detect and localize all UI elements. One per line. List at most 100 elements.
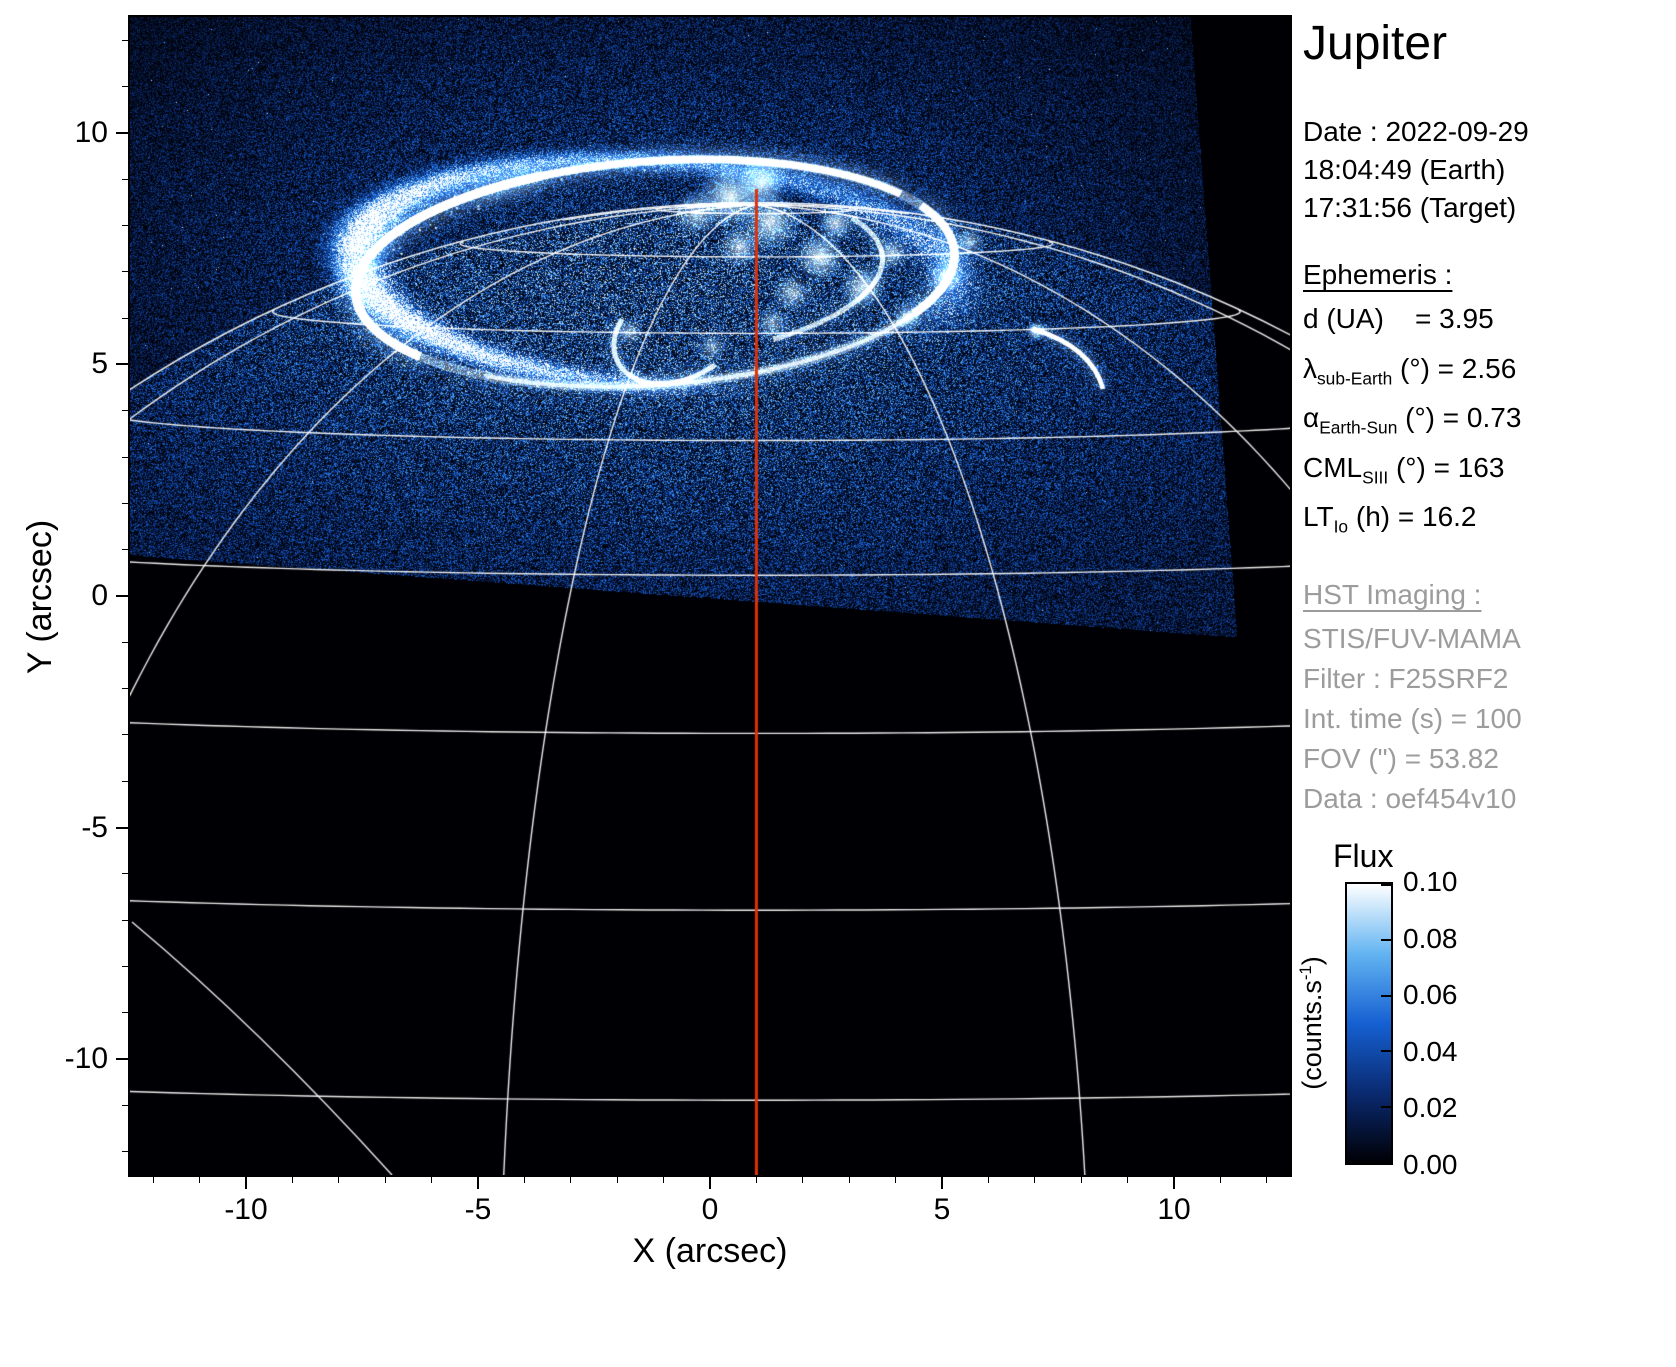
y-tick-label: -10 — [12, 1042, 108, 1076]
x-minor-tick-mark — [895, 1177, 896, 1183]
aurora-image-canvas — [130, 17, 1290, 1175]
x-minor-tick-mark — [849, 1177, 850, 1183]
y-tick-mark — [116, 1058, 128, 1060]
colorbar-tick-label: 0.06 — [1403, 981, 1458, 1009]
x-minor-tick-mark — [756, 1177, 757, 1183]
x-tick-label: -10 — [201, 1193, 291, 1227]
x-minor-tick-mark — [663, 1177, 664, 1183]
y-minor-tick-mark — [122, 179, 128, 180]
y-minor-tick-mark — [122, 734, 128, 735]
x-tick-mark — [477, 1177, 479, 1189]
x-minor-tick-mark — [1220, 1177, 1221, 1183]
colorbar-tick — [1381, 884, 1391, 886]
colorbar-tick — [1381, 1161, 1391, 1163]
y-minor-tick-mark — [122, 642, 128, 643]
y-tick-label: 10 — [12, 116, 108, 150]
y-minor-tick-mark — [122, 781, 128, 782]
x-minor-tick-mark — [524, 1177, 525, 1183]
plot-frame — [128, 15, 1292, 1177]
colorbar-tick — [1381, 939, 1391, 941]
x-tick-label: 0 — [665, 1193, 755, 1227]
x-minor-tick-mark — [338, 1177, 339, 1183]
y-tick-mark — [116, 132, 128, 134]
colorbar-tick — [1381, 995, 1391, 997]
x-tick-mark — [1173, 1177, 1175, 1189]
x-minor-tick-mark — [988, 1177, 989, 1183]
y-tick-label: 5 — [12, 347, 108, 381]
hst-filter-line: Filter : F25SRF2 — [1303, 659, 1675, 699]
ephemeris-row-distance: d (UA) = 3.95 — [1303, 299, 1675, 349]
hst-inttime-line: Int. time (s) = 100 — [1303, 699, 1675, 739]
y-minor-tick-mark — [122, 225, 128, 226]
colorbar-tick-label: 0.02 — [1403, 1094, 1458, 1122]
x-minor-tick-mark — [292, 1177, 293, 1183]
colorbar-unit-label: (counts.s-1) — [1289, 893, 1323, 1153]
y-minor-tick-mark — [122, 271, 128, 272]
ephemeris-row-io-localtime: LTIo (h) = 16.2 — [1303, 497, 1675, 547]
x-tick-mark — [941, 1177, 943, 1189]
ephemeris-row-cml: CMLSIII (°) = 163 — [1303, 448, 1675, 498]
x-minor-tick-mark — [199, 1177, 200, 1183]
y-minor-tick-mark — [122, 86, 128, 87]
x-minor-tick-mark — [570, 1177, 571, 1183]
hst-data-line: Data : oef454v10 — [1303, 779, 1675, 819]
y-minor-tick-mark — [122, 318, 128, 319]
y-minor-tick-mark — [122, 1151, 128, 1152]
ephemeris-block: d (UA) = 3.95 λsub-Earth (°) = 2.56 αEar… — [1303, 299, 1675, 547]
hst-instrument-line: STIS/FUV-MAMA — [1303, 619, 1675, 659]
colorbar-title: Flux — [1333, 838, 1393, 875]
time-target-line: 17:31:56 (Target) — [1303, 189, 1675, 227]
time-earth-line: 18:04:49 (Earth) — [1303, 151, 1675, 189]
y-minor-tick-mark — [122, 549, 128, 550]
colorbar-tick — [1381, 1050, 1391, 1052]
y-axis-title: Y (arcsec) — [19, 462, 61, 732]
x-minor-tick-mark — [153, 1177, 154, 1183]
x-tick-label: 10 — [1129, 1193, 1219, 1227]
y-tick-mark — [116, 827, 128, 829]
x-minor-tick-mark — [1127, 1177, 1128, 1183]
y-minor-tick-mark — [122, 457, 128, 458]
date-line: Date : 2022-09-29 — [1303, 113, 1675, 151]
info-panel: Jupiter Date : 2022-09-29 18:04:49 (Eart… — [1303, 16, 1675, 819]
x-minor-tick-mark — [617, 1177, 618, 1183]
x-minor-tick-mark — [431, 1177, 432, 1183]
y-tick-mark — [116, 595, 128, 597]
y-minor-tick-mark — [122, 1105, 128, 1106]
y-minor-tick-mark — [122, 920, 128, 921]
y-minor-tick-mark — [122, 503, 128, 504]
y-tick-label: -5 — [12, 811, 108, 845]
y-minor-tick-mark — [122, 40, 128, 41]
x-tick-mark — [245, 1177, 247, 1189]
x-axis-title: X (arcsec) — [560, 1232, 860, 1271]
y-minor-tick-mark — [122, 873, 128, 874]
x-minor-tick-mark — [1034, 1177, 1035, 1183]
y-minor-tick-mark — [122, 966, 128, 967]
colorbar-tick-label: 0.10 — [1403, 868, 1458, 896]
ephemeris-row-phase-angle: αEarth-Sun (°) = 0.73 — [1303, 398, 1675, 448]
ephemeris-heading: Ephemeris : — [1303, 259, 1675, 291]
figure-root: -10 -5 0 5 10 -10 -5 0 5 10 X (arcsec) Y (arcsec)… — [0, 0, 1676, 1367]
x-minor-tick-mark — [1266, 1177, 1267, 1183]
hst-fov-line: FOV (") = 53.82 — [1303, 739, 1675, 779]
hst-imaging-block: STIS/FUV-MAMA Filter : F25SRF2 Int. time… — [1303, 619, 1675, 819]
colorbar-tick — [1381, 1106, 1391, 1108]
x-tick-label: 5 — [897, 1193, 987, 1227]
x-minor-tick-mark — [1081, 1177, 1082, 1183]
y-minor-tick-mark — [122, 688, 128, 689]
ephemeris-row-subearth-lat: λsub-Earth (°) = 2.56 — [1303, 349, 1675, 399]
y-tick-mark — [116, 363, 128, 365]
colorbar-tick-label: 0.00 — [1403, 1151, 1458, 1179]
colorbar-tick-labels: 0.10 0.08 0.06 0.04 0.02 0.00 — [1403, 868, 1458, 1179]
x-minor-tick-mark — [802, 1177, 803, 1183]
hst-imaging-heading: HST Imaging : — [1303, 579, 1675, 611]
x-minor-tick-mark — [385, 1177, 386, 1183]
colorbar — [1345, 882, 1393, 1165]
figure-title: Jupiter — [1303, 16, 1675, 71]
colorbar-tick-label: 0.08 — [1403, 925, 1458, 953]
observation-block: Date : 2022-09-29 18:04:49 (Earth) 17:31… — [1303, 113, 1675, 227]
y-minor-tick-mark — [122, 410, 128, 411]
x-tick-mark — [709, 1177, 711, 1189]
x-tick-label: -5 — [433, 1193, 523, 1227]
y-minor-tick-mark — [122, 1012, 128, 1013]
colorbar-tick-label: 0.04 — [1403, 1038, 1458, 1066]
